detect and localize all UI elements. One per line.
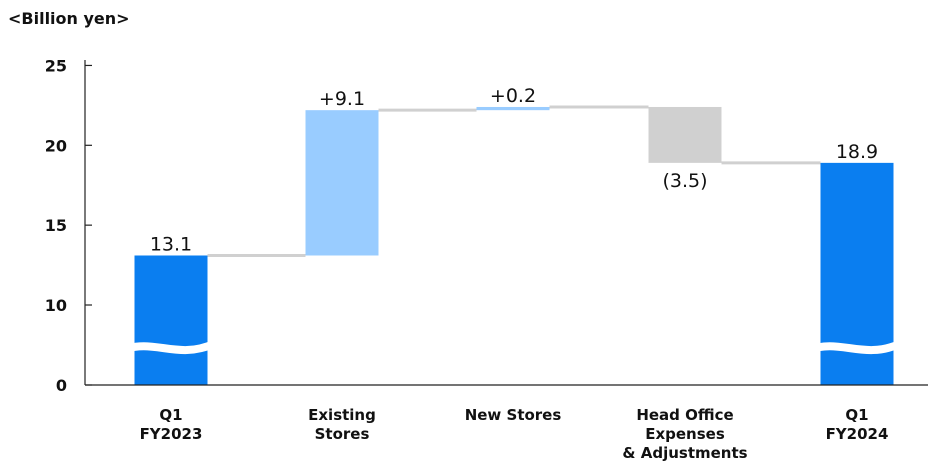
y-tick-label: 0: [56, 376, 67, 395]
data-label: +0.2: [490, 85, 536, 107]
axis-break-marks: [123, 344, 900, 350]
bars-group: [135, 107, 894, 385]
y-tick-label: 15: [45, 216, 67, 235]
bar-increase: [306, 110, 379, 255]
y-tick-label: 25: [45, 56, 67, 75]
category-label: Head Office Expenses & Adjustments: [622, 406, 747, 462]
category-labels: Q1 FY2023 Existing Stores New Stores Head Off…: [140, 406, 889, 462]
category-label: Q1 FY2023: [140, 406, 203, 443]
bar-increase: [477, 107, 550, 110]
y-tick-label: 10: [45, 296, 67, 315]
data-label: (3.5): [662, 170, 707, 192]
category-label: Existing Stores: [308, 406, 376, 443]
bar-decrease: [649, 107, 722, 163]
data-labels: 13.1 +9.1 +0.2 (3.5) 18.9: [150, 85, 878, 256]
bar-total: [135, 255, 208, 385]
data-label: 13.1: [150, 233, 192, 255]
y-tick-label: 20: [45, 136, 67, 155]
axis-break-wave: [809, 344, 900, 350]
axis-break-wave: [123, 344, 214, 350]
category-label: New Stores: [465, 406, 562, 424]
data-label: 18.9: [836, 141, 878, 163]
data-label: +9.1: [319, 88, 365, 110]
connector-lines: [208, 107, 821, 256]
category-label: Q1 FY2024: [826, 406, 889, 443]
